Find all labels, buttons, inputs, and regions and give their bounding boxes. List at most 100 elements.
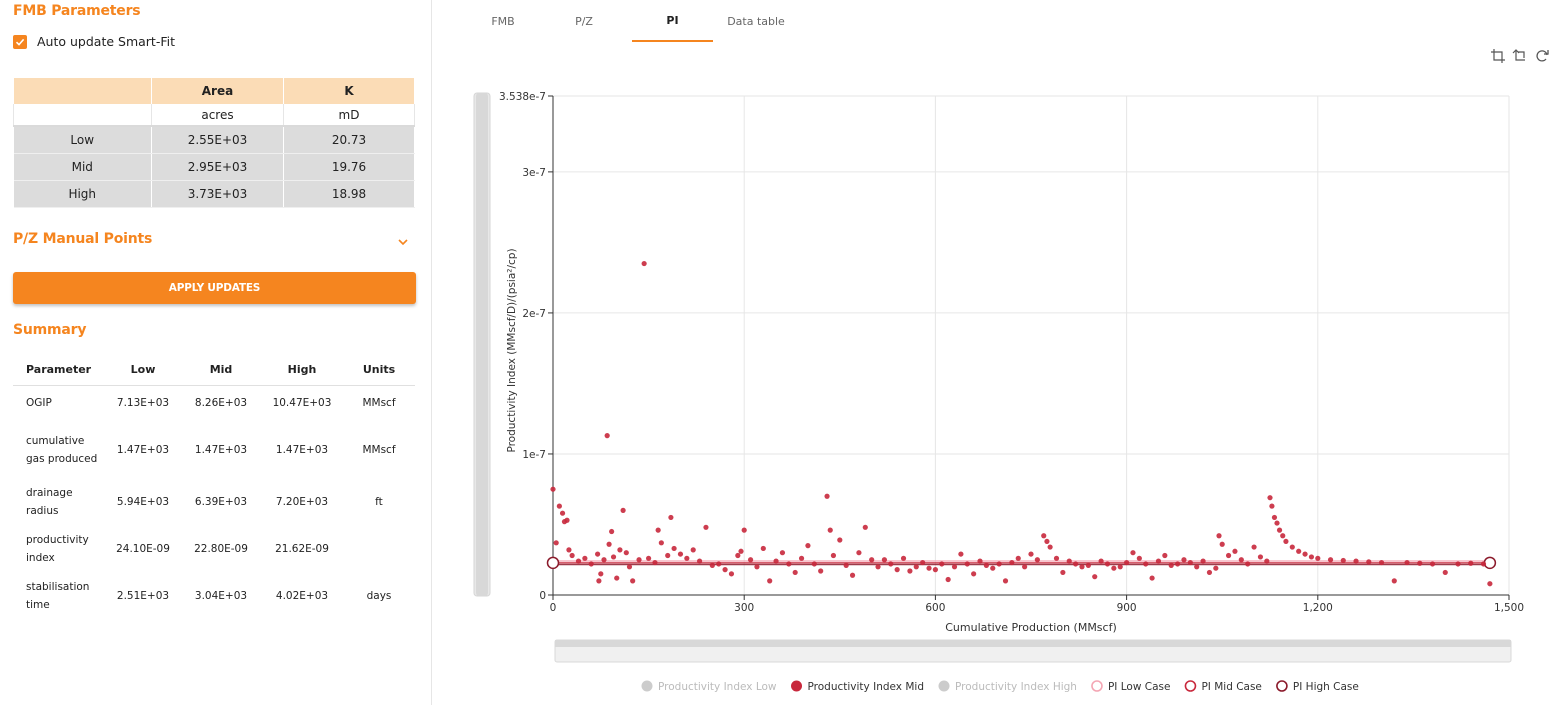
data-point[interactable] <box>1417 560 1423 566</box>
data-point[interactable] <box>722 567 728 573</box>
data-point[interactable] <box>849 572 856 578</box>
data-point[interactable] <box>888 561 894 567</box>
data-point[interactable] <box>1085 562 1091 568</box>
data-point[interactable] <box>684 555 690 561</box>
data-point[interactable] <box>792 569 798 576</box>
case-endpoint-marker[interactable] <box>1483 556 1497 570</box>
data-point[interactable] <box>604 433 610 439</box>
data-point[interactable] <box>971 571 977 577</box>
data-point[interactable] <box>1468 560 1474 566</box>
data-point[interactable] <box>1028 551 1034 557</box>
data-point[interactable] <box>1174 561 1181 567</box>
x-zoom-handle[interactable] <box>555 640 1511 647</box>
data-point[interactable] <box>894 567 900 573</box>
zoom-icon[interactable] <box>1490 48 1506 64</box>
data-point[interactable] <box>977 558 983 564</box>
data-point[interactable] <box>1168 562 1174 568</box>
data-point[interactable] <box>983 562 989 568</box>
data-point[interactable] <box>738 548 744 554</box>
data-point[interactable] <box>779 550 786 556</box>
apply-updates-button[interactable]: APPLY UPDATES <box>13 272 416 304</box>
data-point[interactable] <box>1047 544 1053 550</box>
data-point[interactable] <box>1066 558 1072 564</box>
data-point[interactable] <box>735 552 741 559</box>
data-point[interactable] <box>1315 555 1321 561</box>
data-point[interactable] <box>1002 578 1009 584</box>
refresh-icon[interactable] <box>1534 48 1550 64</box>
legend-marker[interactable] <box>1091 680 1103 692</box>
data-point[interactable] <box>958 551 964 557</box>
data-point[interactable] <box>747 557 754 563</box>
k-cell[interactable]: 19.76 <box>283 153 415 181</box>
data-point[interactable] <box>1155 558 1162 564</box>
data-point[interactable] <box>1015 555 1021 561</box>
data-point[interactable] <box>1232 548 1238 554</box>
data-point[interactable] <box>598 571 604 577</box>
data-point[interactable] <box>665 552 671 559</box>
data-point[interactable] <box>1480 561 1487 567</box>
data-point[interactable] <box>798 555 805 561</box>
data-point[interactable] <box>990 565 996 571</box>
data-point[interactable] <box>1053 555 1060 561</box>
pz-manual-points-title[interactable]: P/Z Manual Points <box>13 231 153 247</box>
checkbox-checked-icon[interactable] <box>13 34 27 49</box>
legend-marker[interactable] <box>641 680 653 692</box>
data-point[interactable] <box>617 547 623 553</box>
data-point[interactable] <box>556 503 562 509</box>
data-point[interactable] <box>741 527 747 533</box>
data-point[interactable] <box>827 527 833 533</box>
data-point[interactable] <box>767 578 773 584</box>
data-point[interactable] <box>690 547 696 553</box>
data-point[interactable] <box>1429 561 1436 567</box>
data-point[interactable] <box>696 558 703 564</box>
data-point[interactable] <box>1098 558 1104 564</box>
tab-data-table[interactable]: Data table <box>727 14 785 28</box>
data-point[interactable] <box>703 524 709 530</box>
legend-marker[interactable] <box>791 680 803 692</box>
data-point[interactable] <box>1296 548 1302 554</box>
data-point[interactable] <box>1264 558 1270 564</box>
data-point[interactable] <box>1181 557 1187 563</box>
data-point[interactable] <box>1219 541 1225 547</box>
k-cell[interactable]: 18.98 <box>283 180 415 208</box>
y-zoom-handle[interactable] <box>476 93 488 596</box>
data-point[interactable] <box>818 568 824 574</box>
data-point[interactable] <box>805 543 811 549</box>
data-point[interactable] <box>1283 538 1289 545</box>
data-point[interactable] <box>620 507 626 513</box>
data-point[interactable] <box>588 561 594 567</box>
data-point[interactable] <box>1060 569 1066 576</box>
legend-marker[interactable] <box>1276 680 1288 692</box>
data-point[interactable] <box>566 547 572 553</box>
data-point[interactable] <box>754 564 760 570</box>
data-point[interactable] <box>1079 564 1085 570</box>
tab-pi[interactable]: PI <box>632 0 713 42</box>
data-point[interactable] <box>671 545 677 552</box>
data-point[interactable] <box>614 575 620 581</box>
data-point[interactable] <box>945 576 951 583</box>
data-point[interactable] <box>1238 557 1244 563</box>
legend-marker[interactable] <box>1184 680 1197 692</box>
data-point[interactable] <box>1092 574 1098 580</box>
data-point[interactable] <box>677 551 684 557</box>
data-point[interactable] <box>626 564 633 570</box>
data-point[interactable] <box>843 562 849 568</box>
data-point[interactable] <box>668 514 674 521</box>
data-point[interactable] <box>636 557 642 563</box>
data-point[interactable] <box>1225 552 1232 559</box>
data-point[interactable] <box>728 571 735 577</box>
case-endpoint-marker[interactable] <box>546 556 560 570</box>
data-point[interactable] <box>1274 520 1280 526</box>
data-point[interactable] <box>1366 559 1372 565</box>
data-point[interactable] <box>559 510 566 516</box>
tab-pz[interactable]: P/Z <box>575 14 593 28</box>
data-point[interactable] <box>641 260 647 267</box>
data-point[interactable] <box>564 517 570 523</box>
data-point[interactable] <box>932 567 939 573</box>
data-point[interactable] <box>1302 551 1308 557</box>
data-point[interactable] <box>1487 581 1493 587</box>
data-point[interactable] <box>1034 557 1040 563</box>
data-point[interactable] <box>1269 503 1275 509</box>
data-point[interactable] <box>596 578 602 584</box>
data-point[interactable] <box>869 557 875 563</box>
